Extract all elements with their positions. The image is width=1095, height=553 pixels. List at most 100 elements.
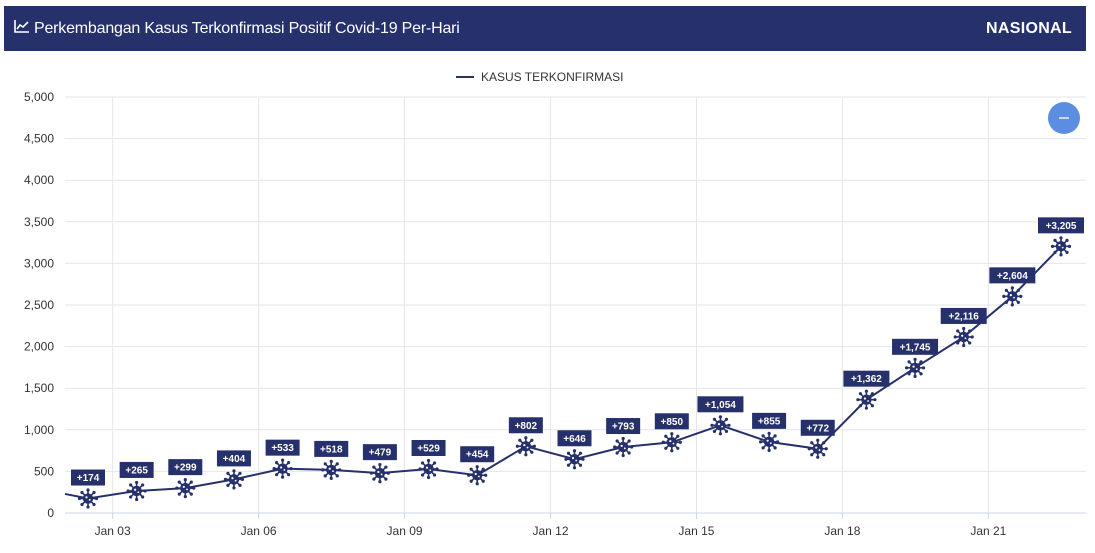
virus-marker[interactable] bbox=[953, 326, 974, 348]
virus-dot bbox=[623, 447, 626, 450]
virus-marker[interactable] bbox=[223, 469, 245, 490]
virus-spike-tip bbox=[369, 471, 373, 475]
virus-spike-tip bbox=[1010, 303, 1014, 307]
data-label: +518 bbox=[320, 444, 343, 455]
data-label: +850 bbox=[661, 417, 684, 428]
virus-dot bbox=[717, 423, 721, 426]
virus-body bbox=[617, 441, 629, 453]
data-label-box bbox=[362, 444, 397, 461]
virus-spike-tip bbox=[141, 483, 145, 487]
virus-spike-tip bbox=[870, 392, 875, 396]
virus-spike-tip bbox=[615, 439, 619, 443]
virus-spike-tip bbox=[189, 492, 193, 496]
virus-spike-tip bbox=[724, 417, 729, 421]
data-label-box bbox=[940, 307, 987, 324]
data-label-box bbox=[800, 419, 835, 436]
virus-spike-tip bbox=[226, 483, 230, 487]
x-tick-label: Jan 15 bbox=[678, 524, 714, 538]
virus-spike-tip bbox=[126, 489, 130, 493]
y-tick-label: 500 bbox=[34, 464, 54, 478]
virus-spike-tip bbox=[92, 502, 96, 507]
virus-marker[interactable] bbox=[126, 480, 147, 502]
virus-marker[interactable] bbox=[515, 436, 536, 457]
virus-dot bbox=[523, 443, 526, 447]
virus-marker[interactable] bbox=[564, 449, 585, 470]
virus-spike-tip bbox=[578, 463, 583, 467]
virus-dot bbox=[332, 470, 334, 473]
virus-dot bbox=[620, 444, 623, 447]
virus-marker[interactable] bbox=[418, 458, 439, 480]
virus-spike-tip bbox=[581, 457, 585, 461]
virus-marker[interactable] bbox=[369, 463, 390, 484]
virus-marker[interactable] bbox=[759, 431, 780, 452]
virus-dot bbox=[571, 456, 575, 460]
virus-marker[interactable] bbox=[175, 478, 196, 499]
virus-spike-tip bbox=[1004, 300, 1008, 304]
virus-spike-tip bbox=[129, 495, 133, 499]
virus-spike-tip bbox=[435, 467, 439, 471]
virus-spike-tip bbox=[274, 461, 279, 465]
virus-spike-tip bbox=[773, 446, 777, 450]
virus-marker[interactable] bbox=[904, 357, 926, 378]
data-label: +793 bbox=[612, 422, 635, 433]
virus-body bbox=[131, 485, 142, 497]
x-axis: Jan 03 Jan 06 Jan 09 Jan 12 Jan 15 Jan 18 Jan … bbox=[65, 512, 1086, 538]
data-label-box bbox=[508, 417, 543, 434]
virus-marker[interactable] bbox=[321, 459, 342, 481]
virus-marker[interactable] bbox=[807, 438, 828, 459]
virus-spike-tip bbox=[518, 438, 522, 442]
virus-spike-tip bbox=[661, 440, 665, 444]
legend[interactable]: KASUS TERKONFIRMASI bbox=[456, 70, 623, 84]
virus-spike-tip bbox=[418, 467, 422, 471]
virus-dot bbox=[1058, 244, 1061, 247]
virus-spike-tip bbox=[810, 441, 814, 445]
virus-spike-tip bbox=[919, 360, 923, 364]
zoom-out-button[interactable] bbox=[1048, 102, 1080, 134]
virus-spike-tip bbox=[335, 474, 339, 478]
virus-dot bbox=[429, 469, 432, 472]
virus-marker[interactable] bbox=[710, 415, 731, 436]
virus-spike-tip bbox=[907, 372, 911, 376]
data-label: +174 bbox=[77, 473, 100, 484]
virus-spike-tip bbox=[968, 341, 972, 345]
virus-marker[interactable] bbox=[1002, 286, 1023, 307]
virus-spike-tip bbox=[615, 451, 619, 455]
legend-label: KASUS TERKONFIRMASI bbox=[481, 70, 623, 84]
virus-dot bbox=[1061, 246, 1064, 249]
virus-marker[interactable] bbox=[272, 458, 293, 479]
virus-body bbox=[569, 454, 580, 465]
virus-spike-tip bbox=[956, 341, 960, 345]
virus-spike-tip bbox=[432, 473, 437, 477]
virus-marker[interactable] bbox=[77, 488, 99, 509]
virus-dot bbox=[526, 446, 529, 449]
virus-spike-tip bbox=[338, 468, 342, 472]
virus-spike-tip bbox=[177, 480, 181, 484]
virus-dot bbox=[134, 488, 137, 491]
virus-spike-tip bbox=[240, 477, 245, 481]
virus-spike-tip bbox=[873, 398, 877, 402]
virus-marker[interactable] bbox=[661, 432, 682, 453]
x-tick-label: Jan 12 bbox=[532, 524, 568, 538]
virus-marker[interactable] bbox=[1050, 236, 1072, 257]
virus-spike-tip bbox=[953, 335, 957, 339]
virus-spike-tip bbox=[86, 505, 90, 509]
virus-spike-tip bbox=[761, 434, 765, 438]
virus-spike-tip bbox=[727, 423, 731, 427]
virus-spike-tip bbox=[858, 404, 862, 408]
virus-marker[interactable] bbox=[613, 436, 634, 458]
virus-marker[interactable] bbox=[856, 389, 877, 410]
virus-spike-tip bbox=[189, 480, 193, 484]
virus-spike-tip bbox=[420, 461, 425, 465]
virus-body bbox=[472, 470, 483, 481]
virus-spike-tip bbox=[518, 450, 522, 454]
data-label-box bbox=[843, 370, 890, 387]
data-label: +2,604 bbox=[997, 271, 1028, 282]
virus-spike-tip bbox=[627, 451, 631, 455]
virus-spike-tip bbox=[192, 486, 196, 490]
virus-spike-tip bbox=[572, 449, 577, 453]
virus-spike-tip bbox=[962, 343, 966, 348]
virus-marker[interactable] bbox=[467, 465, 488, 486]
virus-spike-tip bbox=[183, 495, 187, 499]
virus-spike-tip bbox=[530, 438, 534, 442]
virus-spike-tip bbox=[481, 467, 485, 471]
